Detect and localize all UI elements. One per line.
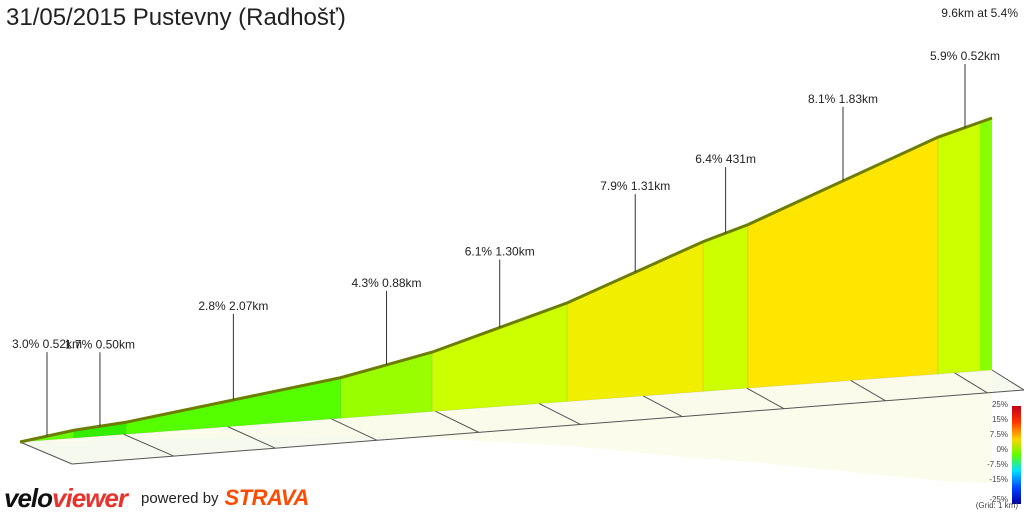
segment-label: 6.1% 1.30km	[465, 245, 535, 259]
grid-line	[331, 418, 378, 441]
grid-line	[642, 395, 683, 418]
page-title: 31/05/2015 Pustevny (Radhošť)	[6, 4, 346, 31]
scale-label: -7.5%	[987, 460, 1008, 469]
grid-line	[746, 387, 785, 410]
gradient-scale-bar	[1012, 406, 1021, 504]
grid-line	[850, 380, 886, 402]
veloviewer-logo-velo[interactable]: velo	[4, 482, 53, 513]
segment-label: 8.1% 1.83km	[808, 92, 878, 106]
grid-line	[954, 372, 988, 394]
grid-line	[71, 389, 1024, 465]
grid-line	[19, 441, 73, 465]
scale-label: -25%	[989, 495, 1008, 504]
scale-label: 15%	[991, 415, 1008, 424]
segment-label: 1.7% 0.50km	[65, 337, 135, 351]
veloviewer-logo-viewer[interactable]: viewer	[52, 482, 128, 513]
grid-note: (Grid: 1 km)	[975, 501, 1018, 510]
branding-footer: velo viewer powered by STRAVA	[4, 482, 310, 513]
profile-segment	[702, 223, 749, 392]
grid-line	[227, 426, 276, 449]
segment-label: 6.4% 431m	[695, 152, 756, 166]
segment-label: 7.9% 1.31km	[600, 179, 670, 193]
segment-label: 5.9% 0.52km	[930, 49, 1000, 63]
grid-line	[435, 410, 480, 433]
profile-end-face	[980, 118, 992, 370]
profile-reflection	[20, 370, 992, 484]
gradient-color-scale: 25% 15% 7.5% 0% -7.5% -15% -25%	[934, 400, 1024, 512]
scale-label: -15%	[989, 475, 1008, 484]
scale-label: 25%	[991, 400, 1008, 409]
grid-line	[123, 433, 174, 457]
strava-logo[interactable]: STRAVA	[224, 485, 310, 510]
scale-label: 7.5%	[989, 430, 1008, 439]
segment-label: 2.8% 2.07km	[198, 299, 268, 313]
grid-line	[991, 369, 1024, 391]
segment-label: 3.0% 0.52km	[12, 337, 82, 351]
powered-by-text: powered by	[140, 489, 219, 507]
scale-label: 0%	[996, 445, 1008, 454]
grid-line	[538, 403, 581, 425]
climb-summary: 9.6km at 5.4%	[941, 6, 1018, 20]
segment-label: 4.3% 0.88km	[352, 276, 422, 290]
